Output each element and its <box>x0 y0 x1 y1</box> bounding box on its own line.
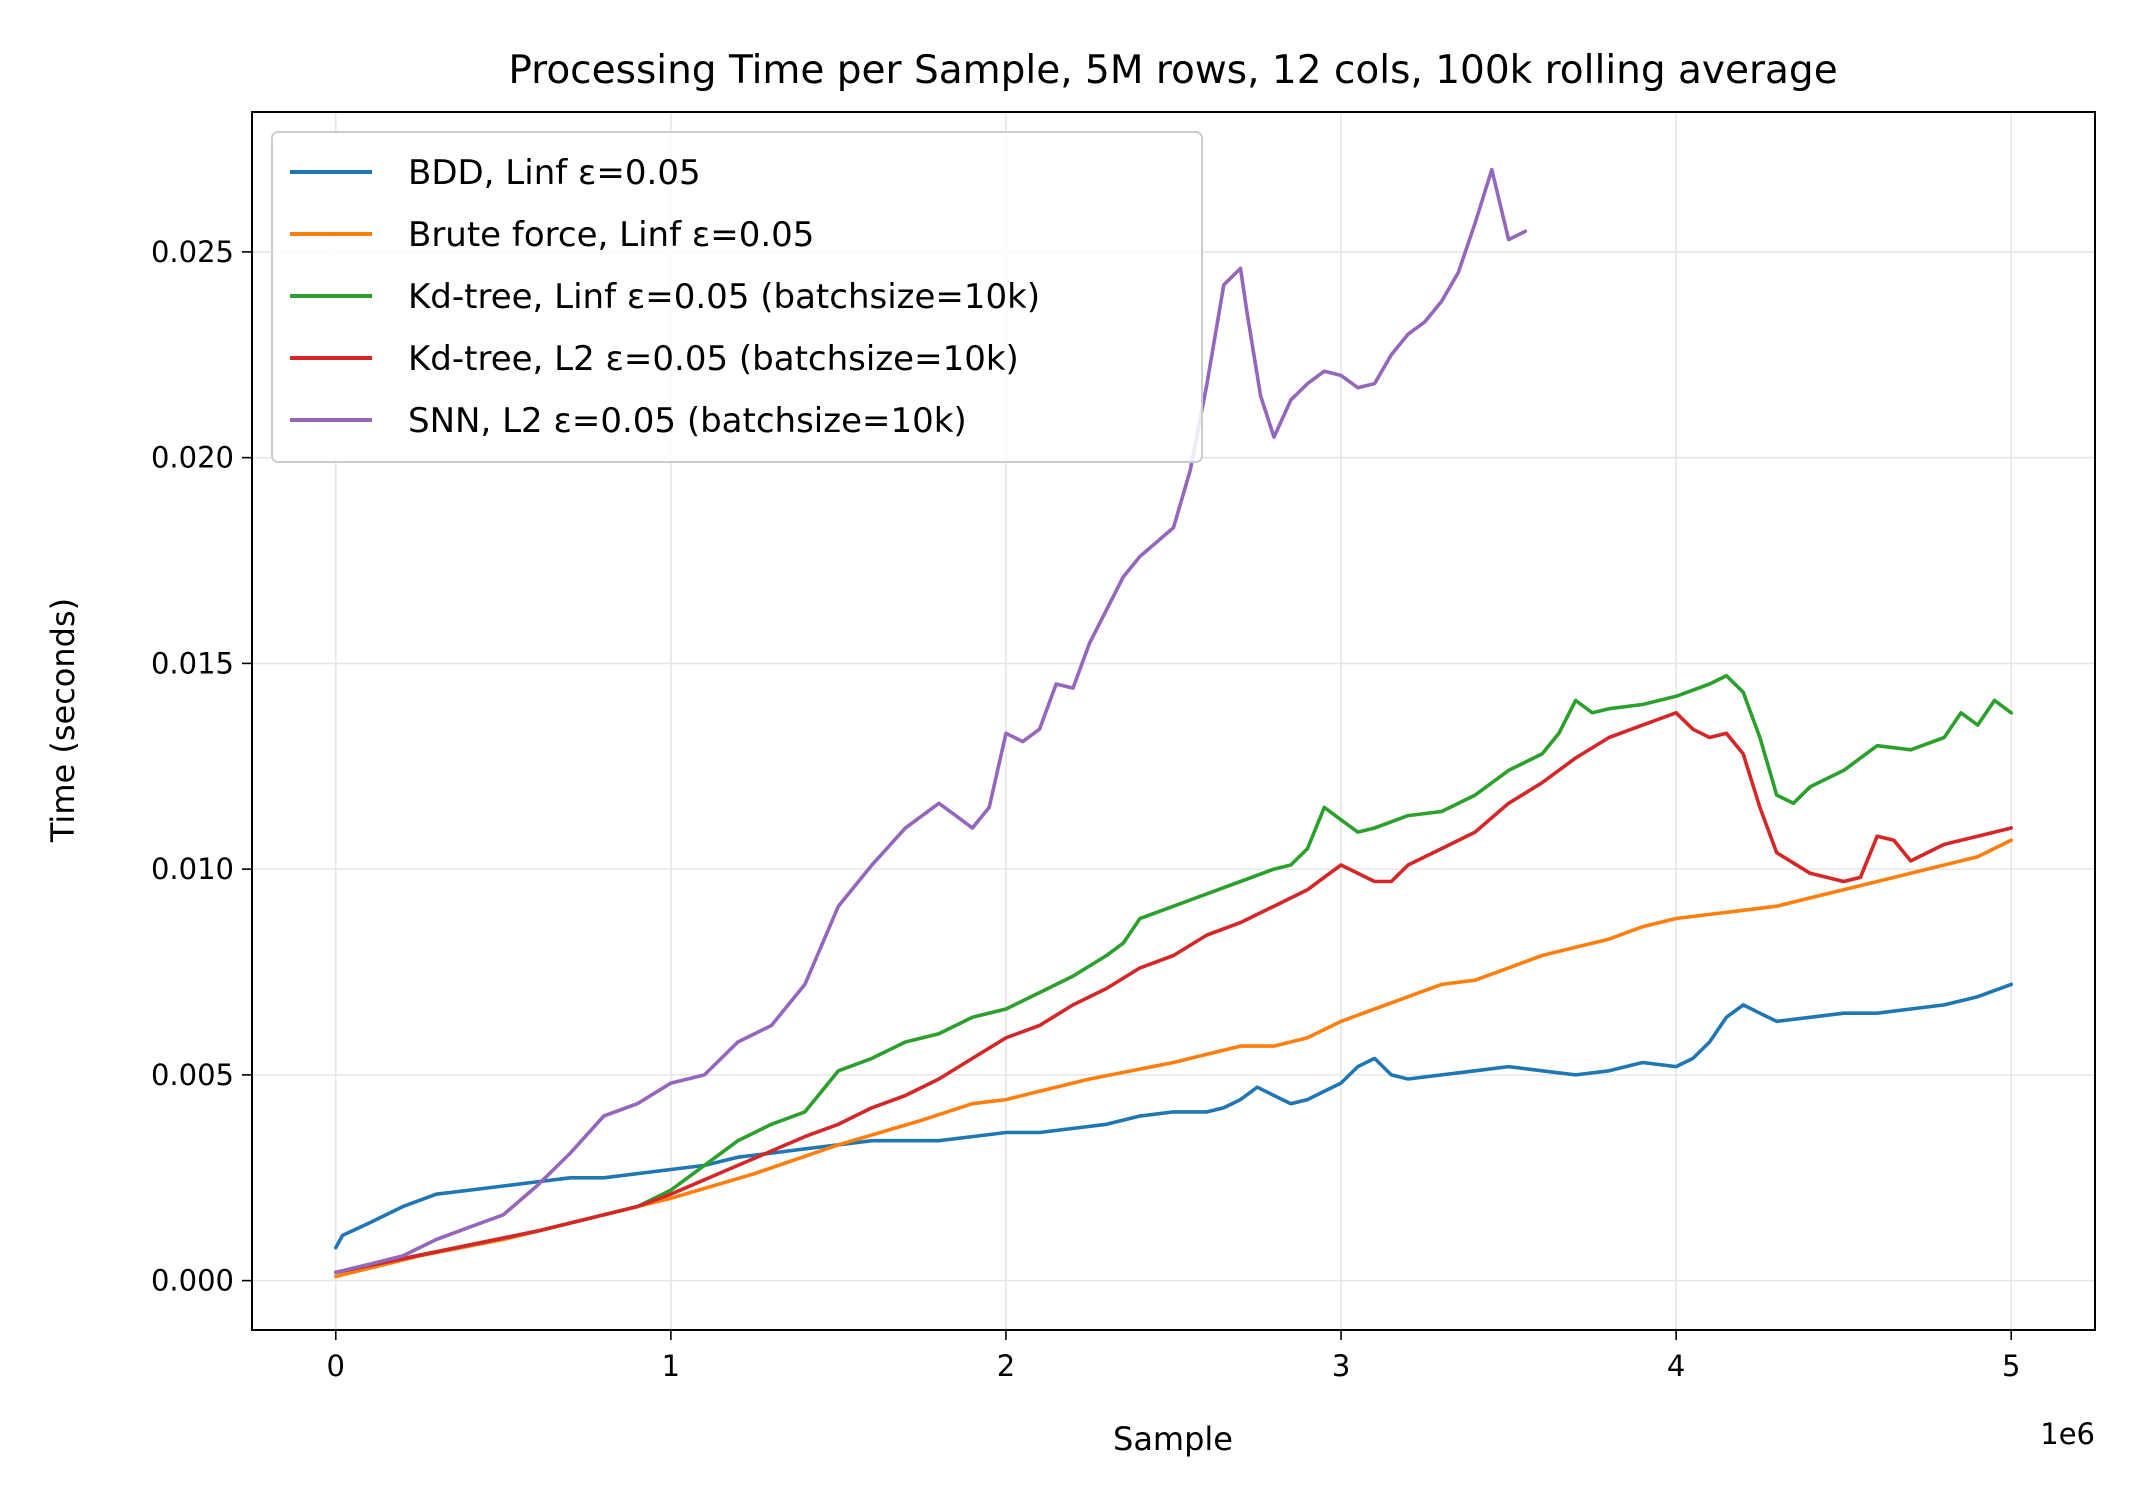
legend-label-4: SNN, L2 ε=0.05 (batchsize=10k) <box>408 401 967 441</box>
series-lines <box>333 167 2013 1279</box>
legend-box <box>271 131 1203 463</box>
legend: BDD, Linf ε=0.05 Brute force, Linf ε=0.05… <box>271 131 1203 463</box>
plot-area <box>333 167 2013 1279</box>
x-tick-label: 1 <box>662 1349 680 1383</box>
legend-label-3: Kd-tree, L2 ε=0.05 (batchsize=10k) <box>408 339 1019 379</box>
x-tick-label: 5 <box>2002 1349 2020 1383</box>
legend-label-2: Kd-tree, Linf ε=0.05 (batchsize=10k) <box>408 277 1040 317</box>
y-tick-label: 0.025 <box>151 235 234 269</box>
y-tick-label: 0.020 <box>151 441 234 475</box>
y-tick-label: 0.000 <box>151 1264 234 1298</box>
x-tick-label: 2 <box>997 1349 1015 1383</box>
x-axis-label: Sample <box>1113 1420 1233 1458</box>
x-tick-label: 0 <box>327 1349 345 1383</box>
series-line-4 <box>333 167 1528 1275</box>
x-tick-label: 3 <box>1332 1349 1350 1383</box>
legend-label-0: BDD, Linf ε=0.05 <box>408 153 701 193</box>
series-line-2 <box>333 673 2013 1275</box>
y-axis-ticks: 0.000 0.005 0.010 0.015 0.020 0.025 <box>151 235 252 1298</box>
x-axis-offset-label: 1e6 <box>2040 1417 2095 1451</box>
series-line-1 <box>333 838 2013 1279</box>
y-tick-label: 0.015 <box>151 646 234 680</box>
y-tick-label: 0.010 <box>151 852 234 886</box>
chart-title: Processing Time per Sample, 5M rows, 12 … <box>508 48 1837 93</box>
x-axis-ticks: 0 1 2 3 4 5 <box>327 1330 2020 1383</box>
series-line-3 <box>333 710 2013 1275</box>
legend-label-1: Brute force, Linf ε=0.05 <box>408 215 814 255</box>
y-tick-label: 0.005 <box>151 1058 234 1092</box>
plot-frame <box>251 111 2096 1331</box>
x-tick-label: 4 <box>1667 1349 1685 1383</box>
y-axis-label: Time (seconds) <box>44 598 82 843</box>
series-line-0 <box>333 982 2013 1250</box>
legend-items: BDD, Linf ε=0.05 Brute force, Linf ε=0.05… <box>290 153 1040 441</box>
